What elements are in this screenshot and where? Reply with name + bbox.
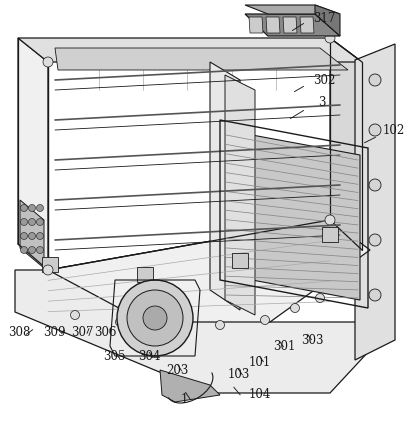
Circle shape [115,317,124,327]
Text: 102: 102 [382,125,404,138]
Circle shape [36,232,43,240]
Circle shape [29,232,36,240]
Text: 103: 103 [227,368,250,381]
Text: 306: 306 [94,327,116,339]
Polygon shape [55,48,347,70]
Circle shape [368,74,380,86]
Text: 307: 307 [71,327,93,339]
Polygon shape [18,38,361,62]
Text: 309: 309 [43,327,65,339]
Text: 104: 104 [248,389,271,402]
Text: 308: 308 [8,327,30,339]
Polygon shape [42,257,58,272]
Circle shape [29,247,36,253]
Text: 302: 302 [312,74,335,86]
Circle shape [20,232,27,240]
Circle shape [29,218,36,226]
Polygon shape [15,270,369,393]
Circle shape [117,280,193,356]
Circle shape [215,320,224,330]
Circle shape [20,205,27,211]
Circle shape [29,205,36,211]
Text: 304: 304 [138,351,160,363]
Circle shape [43,265,53,275]
Circle shape [290,304,299,312]
Circle shape [20,218,27,226]
Polygon shape [245,5,339,14]
Text: 101: 101 [248,355,271,368]
Polygon shape [231,253,247,268]
Polygon shape [18,38,48,270]
Circle shape [36,205,43,211]
Polygon shape [329,38,361,250]
Polygon shape [48,220,361,270]
Polygon shape [282,17,296,33]
Circle shape [324,33,334,43]
Circle shape [70,311,79,320]
Circle shape [315,293,324,303]
Polygon shape [48,220,369,322]
Circle shape [170,325,179,335]
Polygon shape [209,62,239,310]
Circle shape [324,215,334,225]
Circle shape [260,315,269,325]
Circle shape [368,289,380,301]
Circle shape [368,179,380,191]
Circle shape [36,218,43,226]
Polygon shape [137,267,153,282]
Text: 301: 301 [272,341,294,354]
Polygon shape [299,17,313,33]
Polygon shape [225,75,254,315]
Text: 203: 203 [166,363,188,376]
Text: 317: 317 [312,11,335,24]
Polygon shape [321,227,337,242]
Circle shape [20,247,27,253]
Circle shape [127,290,182,346]
Text: 3: 3 [317,96,325,109]
Polygon shape [245,14,339,36]
Polygon shape [265,17,279,33]
Text: 303: 303 [300,333,323,346]
Text: 305: 305 [103,351,125,363]
Polygon shape [354,44,394,360]
Polygon shape [314,5,339,36]
Polygon shape [225,130,359,300]
Text: 1: 1 [180,394,188,407]
Circle shape [36,247,43,253]
Circle shape [368,234,380,246]
Circle shape [368,124,380,136]
Circle shape [43,57,53,67]
Circle shape [143,306,166,330]
Polygon shape [248,17,262,33]
Polygon shape [160,370,220,402]
Polygon shape [20,200,44,268]
